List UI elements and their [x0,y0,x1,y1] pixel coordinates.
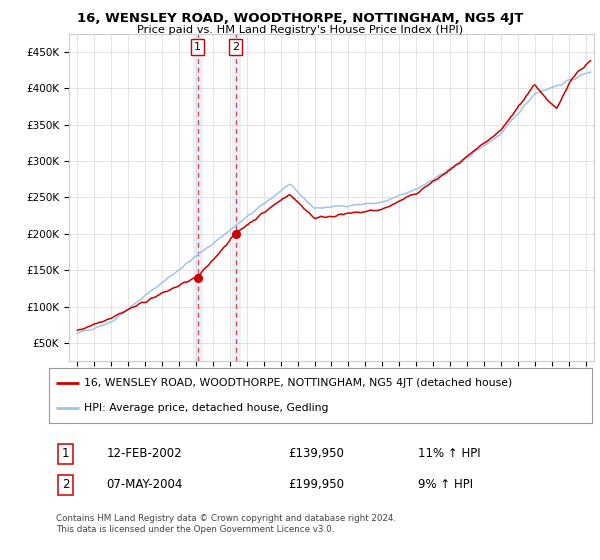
Bar [193,34,203,361]
Text: 16, WENSLEY ROAD, WOODTHORPE, NOTTINGHAM, NG5 4JT: 16, WENSLEY ROAD, WOODTHORPE, NOTTINGHAM… [77,12,523,25]
Text: HPI: Average price, detached house, Gedling: HPI: Average price, detached house, Gedl… [85,403,329,413]
Text: £199,950: £199,950 [288,478,344,491]
Text: 1: 1 [62,447,69,460]
Text: 2: 2 [232,42,239,52]
Text: 9% ↑ HPI: 9% ↑ HPI [418,478,473,491]
Text: Price paid vs. HM Land Registry's House Price Index (HPI): Price paid vs. HM Land Registry's House … [137,25,463,35]
Text: Contains HM Land Registry data © Crown copyright and database right 2024.
This d: Contains HM Land Registry data © Crown c… [56,515,396,534]
Text: 1: 1 [194,42,201,52]
Bar [232,34,241,361]
Text: £139,950: £139,950 [288,447,344,460]
Text: 2: 2 [62,478,69,491]
Text: 07-MAY-2004: 07-MAY-2004 [106,478,182,491]
Text: 16, WENSLEY ROAD, WOODTHORPE, NOTTINGHAM, NG5 4JT (detached house): 16, WENSLEY ROAD, WOODTHORPE, NOTTINGHAM… [85,378,513,388]
Text: 12-FEB-2002: 12-FEB-2002 [106,447,182,460]
Text: 11% ↑ HPI: 11% ↑ HPI [418,447,481,460]
